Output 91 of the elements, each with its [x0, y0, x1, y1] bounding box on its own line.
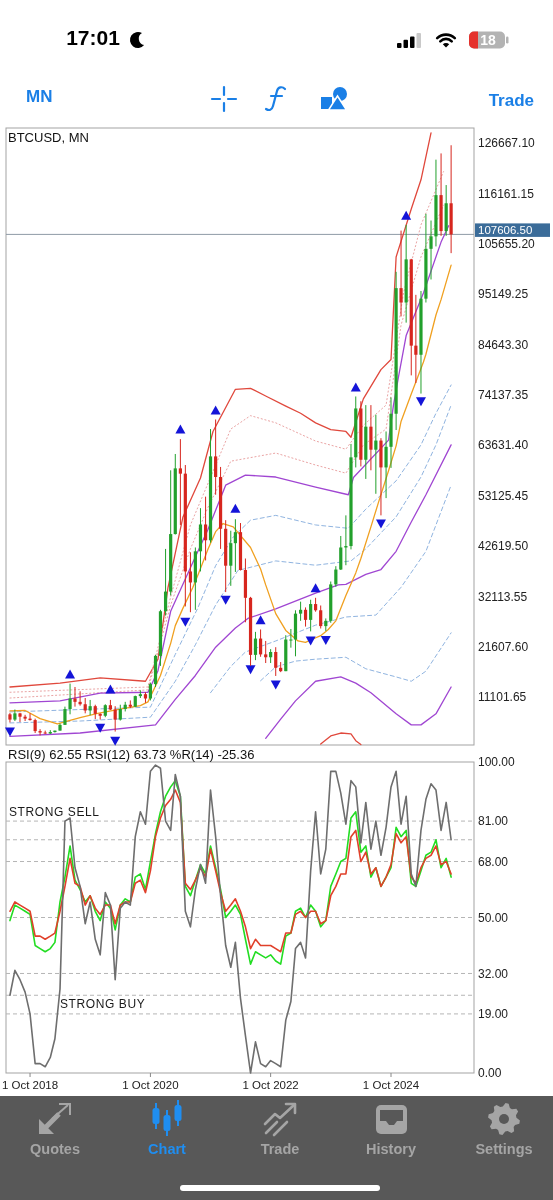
y-tick-label: 53125.45: [478, 488, 529, 503]
chart-title: BTCUSD, MN: [8, 129, 89, 145]
x-tick-label: 1 Oct 2018: [1, 1078, 59, 1091]
point: [110, 736, 121, 746]
point: [401, 210, 412, 220]
candlestick: [414, 294, 418, 384]
candlestick: [384, 430, 388, 499]
point: [4, 727, 15, 737]
candlestick: [18, 712, 22, 723]
candlestick: [309, 599, 313, 632]
line-series: [210, 484, 452, 694]
y-tick-label: 116161.15: [478, 186, 535, 201]
candlestick: [339, 535, 343, 571]
point: [175, 424, 186, 434]
point: [375, 519, 386, 529]
text: Trade: [260, 1141, 300, 1157]
candlestick: [113, 705, 117, 733]
candlestick: [299, 601, 303, 622]
text: Chart: [148, 1141, 187, 1157]
y-tick-label: 100.00: [478, 755, 516, 770]
y-tick-label: 74137.35: [478, 388, 529, 403]
candlestick: [369, 404, 373, 471]
y-tick-label: 68.00: [478, 854, 509, 869]
point: [310, 583, 321, 593]
point: [105, 684, 116, 694]
y-tick-label: 105655.20: [478, 236, 536, 251]
candlestick: [178, 438, 182, 526]
line-series: [320, 732, 362, 746]
candlestick: [429, 220, 433, 280]
candlestick: [264, 640, 268, 664]
candlestick: [229, 530, 233, 587]
text: Settings: [475, 1141, 533, 1157]
line-series: [265, 676, 452, 739]
y-tick-label: 32.00: [478, 966, 509, 981]
candlestick: [203, 496, 208, 561]
point: [350, 382, 361, 392]
point: [305, 636, 316, 646]
candlestick: [274, 646, 278, 677]
x-tick-label: 1 Oct 2020: [122, 1078, 179, 1091]
chart-title: RSI(9) 62.55 RSI(12) 63.73 %R(14) -25.36: [8, 746, 255, 762]
x-tick-label: 1 Oct 2022: [242, 1078, 299, 1091]
candlestick: [289, 628, 293, 649]
text: Quotes: [30, 1141, 80, 1157]
y-tick-label: 32113.55: [478, 589, 528, 604]
line-series: [9, 764, 452, 1074]
ref-line-label: STRONG SELL: [9, 804, 100, 819]
y-tick-label: 42619.50: [478, 539, 529, 554]
point: [95, 723, 106, 733]
point: [415, 397, 426, 407]
point: [255, 615, 266, 625]
candlestick: [163, 548, 168, 617]
y-tick-label: 0.00: [478, 1066, 502, 1081]
candlestick: [233, 518, 237, 573]
y-tick-label: 95149.25: [478, 287, 529, 302]
candlestick: [23, 714, 27, 722]
ref-line-label: 107606.50: [478, 223, 533, 236]
point: [180, 617, 191, 627]
x-tick-label: 1 Oct 2024: [362, 1078, 420, 1091]
candlestick: [214, 418, 218, 496]
y-tick-label: 21607.60: [478, 639, 529, 654]
y-tick-label: 19.00: [478, 1007, 509, 1022]
ref-line-label: STRONG BUY: [60, 997, 146, 1012]
y-tick-label: 84643.30: [478, 337, 529, 352]
point: [210, 405, 221, 415]
candlestick: [253, 631, 258, 661]
y-tick-label: 50.00: [478, 910, 509, 925]
text: Trade: [488, 91, 534, 110]
y-tick-label: 11101.65: [478, 690, 527, 705]
candlestick: [303, 606, 308, 628]
candlestick: [374, 414, 378, 495]
point: [320, 635, 331, 645]
candlestick: [399, 230, 403, 317]
text: History: [366, 1141, 416, 1157]
point: [220, 595, 231, 605]
point: [270, 680, 281, 690]
point: [245, 665, 256, 675]
text: MN: [26, 87, 53, 106]
candlestick: [73, 686, 77, 708]
y-tick-label: 81.00: [478, 814, 509, 829]
line-series: [260, 632, 452, 682]
point: [65, 669, 76, 679]
candlestick: [188, 551, 193, 613]
text: 18: [480, 32, 496, 48]
y-tick-label: 126667.10: [478, 136, 536, 151]
point: [230, 503, 241, 513]
candlestick: [63, 706, 67, 726]
y-tick-label: 63631.40: [478, 438, 529, 453]
candlestick: [68, 683, 72, 715]
candlestick: [319, 604, 323, 629]
text: 17:01: [66, 26, 121, 49]
candlestick: [38, 728, 42, 736]
